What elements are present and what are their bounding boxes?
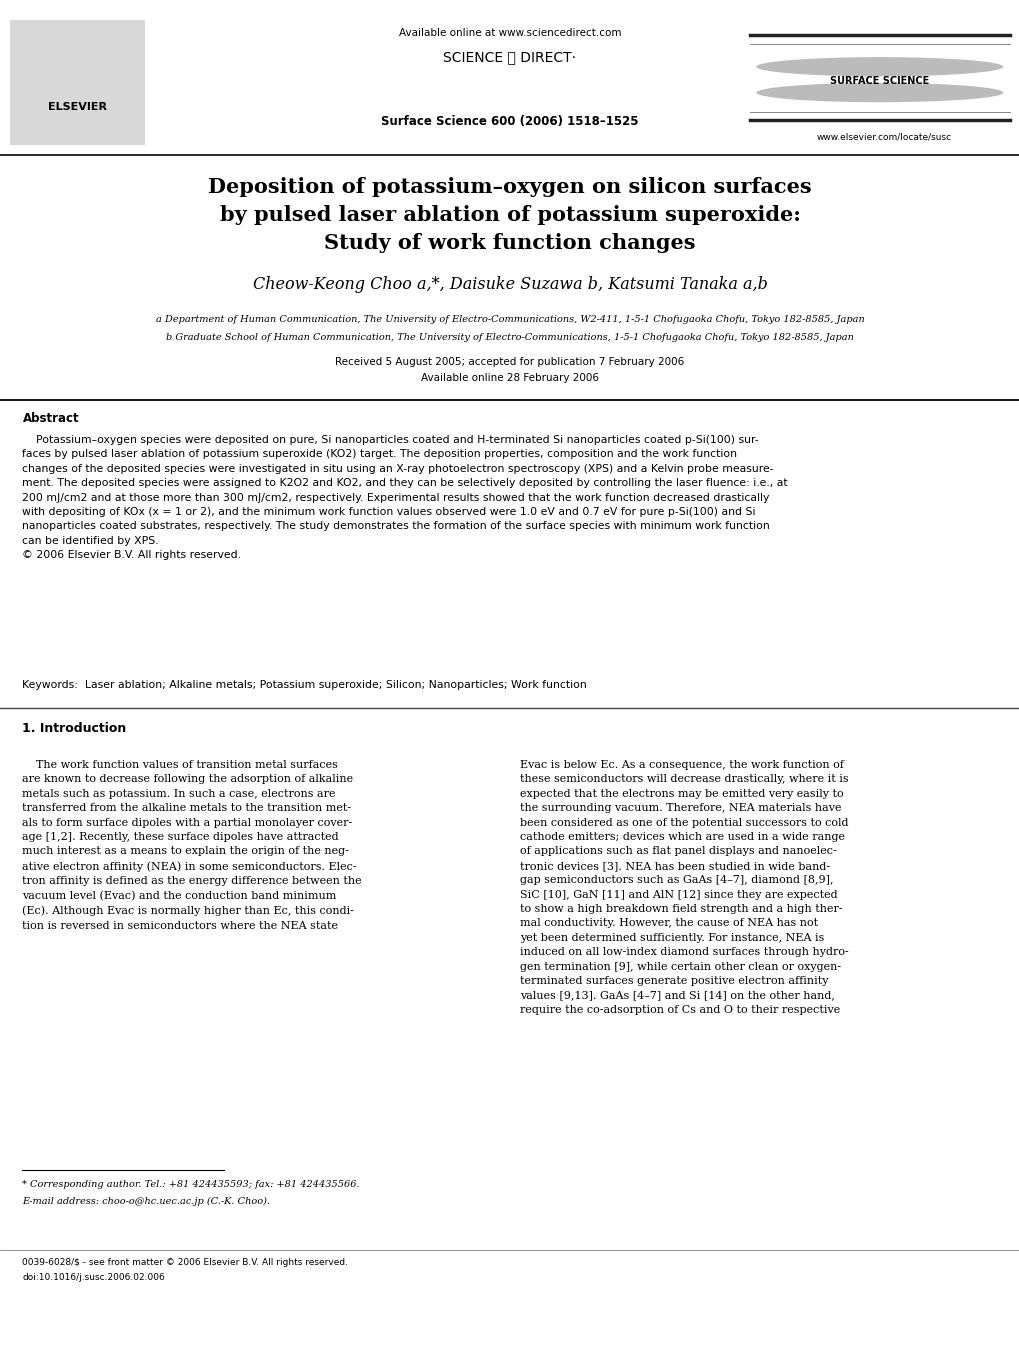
Text: * Corresponding author. Tel.: +81 424435593; fax: +81 424435566.: * Corresponding author. Tel.: +81 424435… <box>22 1179 360 1189</box>
Text: Keywords:  Laser ablation; Alkaline metals; Potassium superoxide; Silicon; Nanop: Keywords: Laser ablation; Alkaline metal… <box>22 680 587 690</box>
Ellipse shape <box>755 82 1003 103</box>
Text: Potassium–oxygen species were deposited on pure, Si nanoparticles coated and H-t: Potassium–oxygen species were deposited … <box>22 435 788 561</box>
Text: Received 5 August 2005; accepted for publication 7 February 2006: Received 5 August 2005; accepted for pub… <box>335 357 684 367</box>
Text: Evac is below Ec. As a consequence, the work function of
these semiconductors wi: Evac is below Ec. As a consequence, the … <box>520 761 848 1015</box>
Ellipse shape <box>755 57 1003 77</box>
Text: www.elsevier.com/locate/susc: www.elsevier.com/locate/susc <box>816 132 951 142</box>
Text: Cheow-Keong Choo a,*, Daisuke Suzawa b, Katsumi Tanaka a,b: Cheow-Keong Choo a,*, Daisuke Suzawa b, … <box>253 276 766 293</box>
Text: Abstract: Abstract <box>22 412 79 426</box>
Text: The work function values of transition metal surfaces
are known to decrease foll: The work function values of transition m… <box>22 761 362 931</box>
Text: Study of work function changes: Study of work function changes <box>324 232 695 253</box>
Text: doi:10.1016/j.susc.2006.02.006: doi:10.1016/j.susc.2006.02.006 <box>22 1273 165 1282</box>
Text: b Graduate School of Human Communication, The University of Electro-Communicatio: b Graduate School of Human Communication… <box>166 332 853 342</box>
Text: SCIENCE ⓓ DIRECT·: SCIENCE ⓓ DIRECT· <box>443 50 576 63</box>
Text: E-mail address: choo-o@hc.uec.ac.jp (C.-K. Choo).: E-mail address: choo-o@hc.uec.ac.jp (C.-… <box>22 1197 270 1206</box>
Text: Available online at www.sciencedirect.com: Available online at www.sciencedirect.co… <box>398 28 621 38</box>
Text: by pulsed laser ablation of potassium superoxide:: by pulsed laser ablation of potassium su… <box>219 205 800 226</box>
Text: 0039-6028/$ - see front matter © 2006 Elsevier B.V. All rights reserved.: 0039-6028/$ - see front matter © 2006 El… <box>22 1258 348 1267</box>
Text: 1. Introduction: 1. Introduction <box>22 721 126 735</box>
Text: ELSEVIER: ELSEVIER <box>48 103 107 112</box>
Text: Surface Science 600 (2006) 1518–1525: Surface Science 600 (2006) 1518–1525 <box>381 115 638 128</box>
Text: Available online 28 February 2006: Available online 28 February 2006 <box>421 373 598 382</box>
Text: SURFACE SCIENCE: SURFACE SCIENCE <box>829 76 928 85</box>
Text: a Department of Human Communication, The University of Electro-Communications, W: a Department of Human Communication, The… <box>156 315 863 324</box>
Text: Deposition of potassium–oxygen on silicon surfaces: Deposition of potassium–oxygen on silico… <box>208 177 811 197</box>
